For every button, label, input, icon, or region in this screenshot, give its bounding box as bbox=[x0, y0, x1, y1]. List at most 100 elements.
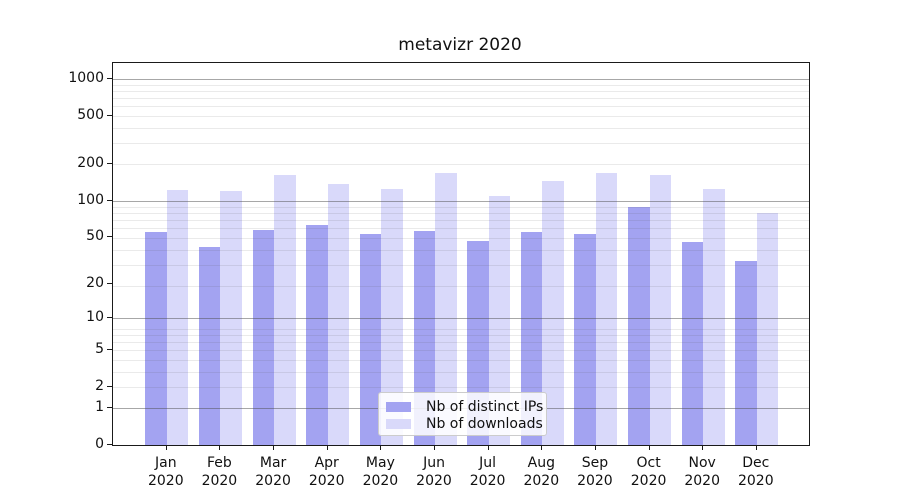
gridline-minor-5 bbox=[113, 350, 809, 352]
gridline-minor-599 bbox=[113, 106, 809, 108]
bar-downloads-aug bbox=[542, 181, 564, 445]
x-tick-label-may: May 2020 bbox=[362, 455, 399, 489]
gridline-minor-89 bbox=[113, 206, 809, 208]
x-tick-mark-feb bbox=[219, 445, 221, 450]
bar-downloads-feb bbox=[220, 190, 242, 445]
legend-swatch-downloads bbox=[386, 418, 411, 429]
y-tick-mark-100 bbox=[107, 199, 112, 201]
x-tick-label-sep: Sep 2020 bbox=[577, 455, 613, 489]
y-tick-mark-2 bbox=[107, 385, 112, 387]
gridline-minor-79 bbox=[113, 212, 809, 214]
x-tick-label-aug: Aug 2020 bbox=[523, 455, 560, 489]
y-tick-mark-5 bbox=[107, 349, 112, 351]
y-tick-mark-10 bbox=[107, 317, 112, 318]
x-tick-label-mar: Mar 2020 bbox=[255, 455, 291, 489]
gridline-minor-699 bbox=[113, 97, 809, 99]
y-tick-label-0: 0 bbox=[95, 436, 104, 452]
x-tick-label-oct: Oct 2020 bbox=[630, 455, 667, 489]
bar-distinct-ips-jun bbox=[413, 230, 435, 445]
y-tick-label-50: 50 bbox=[86, 227, 104, 244]
bar-downloads-mar bbox=[274, 175, 296, 445]
gridline-minor-39 bbox=[113, 249, 809, 251]
bar-distinct-ips-sep bbox=[574, 233, 596, 445]
gridline-major-10 bbox=[113, 318, 809, 319]
x-tick-label-feb: Feb 2020 bbox=[201, 455, 238, 489]
gridline-major-100 bbox=[113, 200, 809, 202]
y-tick-mark-20 bbox=[107, 282, 112, 284]
bar-distinct-ips-mar bbox=[252, 229, 275, 445]
y-tick-mark-1 bbox=[107, 407, 112, 409]
y-tick-label-1: 1 bbox=[95, 399, 104, 416]
x-tick-mark-aug bbox=[541, 445, 543, 450]
bar-distinct-ips-oct bbox=[628, 206, 650, 445]
x-tick-mark-apr bbox=[326, 445, 328, 450]
y-tick-label-500: 500 bbox=[77, 106, 104, 123]
x-tick-mark-jun bbox=[434, 445, 435, 450]
x-tick-label-jun: Jun 2020 bbox=[416, 455, 452, 489]
gridline-minor-69 bbox=[113, 219, 809, 221]
x-tick-mark-may bbox=[380, 445, 382, 450]
x-tick-label-jul: Jul 2020 bbox=[469, 455, 506, 489]
y-tick-label-20: 20 bbox=[86, 274, 104, 291]
y-tick-mark-200 bbox=[107, 163, 112, 164]
bar-downloads-oct bbox=[649, 175, 672, 445]
gridline-minor-29 bbox=[113, 264, 809, 266]
gridline-minor-7 bbox=[113, 334, 809, 336]
bar-downloads-jul bbox=[488, 195, 511, 445]
y-tick-mark-50 bbox=[107, 235, 112, 237]
y-tick-mark-500 bbox=[107, 114, 112, 116]
plot-area bbox=[112, 62, 810, 446]
legend-swatch-distinct-ips bbox=[386, 401, 411, 412]
gridline-major-1000 bbox=[113, 78, 809, 80]
legend-item-distinct-ips: Nb of distinct IPs bbox=[386, 398, 543, 415]
x-tick-mark-nov bbox=[702, 445, 704, 450]
x-tick-mark-jan bbox=[165, 445, 167, 450]
gridline-minor-399 bbox=[113, 127, 809, 129]
x-tick-label-apr: Apr 2020 bbox=[308, 455, 345, 489]
gridline-minor-49 bbox=[113, 237, 809, 239]
legend: Nb of distinct IPs Nb of downloads bbox=[378, 392, 547, 436]
gridline-minor-899 bbox=[113, 84, 809, 86]
y-tick-label-200: 200 bbox=[77, 155, 104, 171]
y-tick-label-100: 100 bbox=[77, 191, 104, 208]
y-tick-label-5: 5 bbox=[95, 341, 104, 358]
bar-downloads-nov bbox=[703, 189, 725, 445]
x-tick-mark-mar bbox=[273, 445, 275, 450]
bar-downloads-may bbox=[381, 188, 403, 445]
y-tick-mark-0 bbox=[107, 444, 112, 445]
y-tick-mark-1000 bbox=[107, 77, 112, 79]
x-tick-label-jan: Jan 2020 bbox=[147, 455, 184, 489]
gridline-minor-799 bbox=[113, 90, 809, 92]
bar-distinct-ips-dec bbox=[735, 261, 757, 445]
x-tick-label-dec: Dec 2020 bbox=[737, 455, 774, 489]
legend-label-distinct-ips: Nb of distinct IPs bbox=[426, 398, 544, 415]
bar-distinct-ips-feb bbox=[198, 247, 221, 445]
gridline-minor-6 bbox=[113, 341, 809, 343]
gridline-minor-199 bbox=[113, 164, 809, 166]
y-tick-label-1000: 1000 bbox=[68, 69, 104, 86]
gridline-minor-499 bbox=[113, 115, 809, 117]
gridline-minor-4 bbox=[113, 359, 809, 361]
bar-downloads-sep bbox=[595, 172, 618, 445]
gridline-minor-299 bbox=[113, 142, 809, 144]
x-tick-mark-jul bbox=[487, 445, 489, 450]
bar-distinct-ips-may bbox=[359, 233, 382, 445]
x-tick-mark-oct bbox=[648, 445, 650, 450]
gridline-minor-2 bbox=[113, 386, 809, 388]
x-tick-mark-sep bbox=[594, 445, 596, 450]
gridline-minor-8 bbox=[113, 328, 809, 330]
bar-downloads-jan bbox=[166, 190, 189, 445]
bar-distinct-ips-nov bbox=[681, 242, 704, 445]
y-tick-label-2: 2 bbox=[95, 377, 104, 394]
x-tick-label-nov: Nov 2020 bbox=[684, 455, 720, 489]
bar-downloads-jun bbox=[435, 172, 457, 445]
bar-downloads-apr bbox=[327, 183, 350, 445]
bar-distinct-ips-aug bbox=[520, 231, 543, 445]
x-tick-mark-dec bbox=[755, 445, 757, 450]
gridline-minor-3 bbox=[113, 371, 809, 373]
bar-distinct-ips-apr bbox=[306, 224, 328, 445]
y-tick-label-10: 10 bbox=[86, 309, 104, 325]
bar-distinct-ips-jan bbox=[145, 231, 167, 445]
gridline-minor-19 bbox=[113, 286, 809, 288]
